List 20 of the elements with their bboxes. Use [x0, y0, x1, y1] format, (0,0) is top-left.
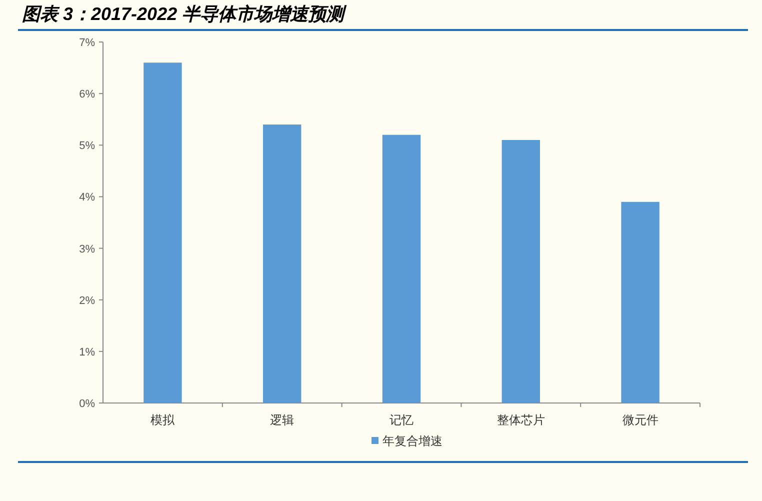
x-tick-label: 模拟	[150, 413, 176, 427]
bar	[382, 134, 421, 403]
bar	[144, 62, 182, 403]
y-tick-label: 0%	[79, 398, 96, 410]
y-tick-label: 4%	[79, 192, 96, 204]
legend-label: 年复合增速	[382, 434, 442, 448]
y-tick-label: 7%	[79, 37, 96, 49]
bar	[502, 140, 540, 403]
x-tick-label: 整体芯片	[496, 413, 545, 427]
y-tick-label: 5%	[79, 140, 96, 152]
bar	[621, 202, 660, 403]
bar	[262, 124, 302, 403]
x-tick-label: 微元件	[622, 413, 658, 427]
y-tick-label: 2%	[79, 294, 96, 307]
x-tick-label: 记忆	[390, 413, 414, 427]
chart-title: 图表 3：2017-2022 半导体市场增速预测	[22, 4, 348, 24]
y-tick-label: 6%	[79, 88, 96, 101]
y-tick-label: 3%	[79, 243, 96, 256]
x-tick-label: 逻辑	[270, 413, 294, 427]
y-tick-label: 1%	[79, 346, 96, 358]
